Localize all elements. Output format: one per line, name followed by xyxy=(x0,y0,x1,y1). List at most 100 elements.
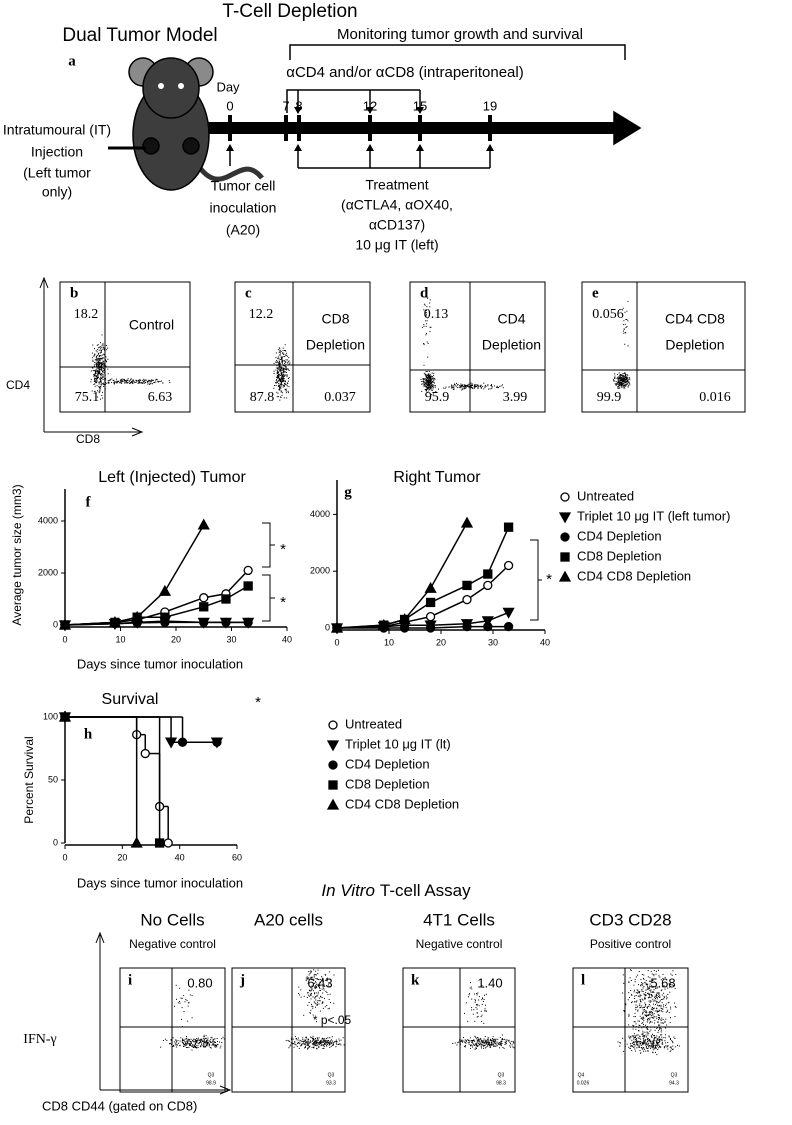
event-dot xyxy=(311,1003,312,1005)
event-dot xyxy=(310,987,312,989)
event-dot xyxy=(620,377,622,379)
event-dot xyxy=(661,1002,663,1004)
event-dot xyxy=(102,376,103,378)
event-dot xyxy=(283,380,285,381)
event-dot xyxy=(476,1045,478,1047)
event-dot xyxy=(311,985,313,987)
event-dot xyxy=(474,1044,476,1046)
event-dot xyxy=(434,377,436,379)
event-dot xyxy=(622,379,624,381)
event-dot xyxy=(286,397,288,399)
flow-plot xyxy=(409,281,546,413)
event-dot xyxy=(642,1012,644,1014)
event-dot xyxy=(111,378,113,380)
event-dot xyxy=(647,983,649,985)
event-dot xyxy=(101,363,102,365)
event-dot xyxy=(279,363,281,365)
event-dot xyxy=(642,1043,644,1045)
marker xyxy=(199,617,209,628)
event-dot xyxy=(635,1050,636,1052)
event-dot xyxy=(647,1050,649,1052)
event-dot xyxy=(281,376,283,378)
event-dot xyxy=(650,1008,652,1010)
event-dot xyxy=(642,1009,644,1011)
event-dot xyxy=(284,384,286,386)
event-dot xyxy=(193,1046,195,1048)
event-dot xyxy=(283,371,285,373)
event-dot xyxy=(96,385,98,387)
event-dot xyxy=(95,381,97,383)
flow-plot xyxy=(234,281,371,413)
event-dot xyxy=(662,1022,664,1024)
event-dot xyxy=(653,975,655,977)
event-dot xyxy=(101,363,103,365)
event-dot xyxy=(660,979,662,981)
event-dot xyxy=(664,976,666,978)
event-dot xyxy=(205,1045,206,1047)
event-dot xyxy=(656,1054,658,1056)
event-dot xyxy=(648,993,650,995)
event-dot xyxy=(424,385,426,387)
event-dot xyxy=(472,1042,474,1044)
event-dot xyxy=(312,1044,314,1046)
event-dot xyxy=(322,1041,324,1043)
event-dot xyxy=(277,362,279,364)
event-dot xyxy=(97,371,99,373)
event-dot xyxy=(153,382,155,384)
event-dot xyxy=(665,995,667,997)
event-dot xyxy=(284,366,286,368)
event-dot xyxy=(492,1040,494,1042)
event-dot xyxy=(630,1046,632,1047)
event-dot xyxy=(473,387,475,389)
event-dot xyxy=(179,1002,181,1004)
event-dot xyxy=(281,369,283,371)
event-dot xyxy=(651,994,653,996)
event-dot xyxy=(652,1033,653,1035)
event-dot xyxy=(496,385,498,387)
event-dot xyxy=(622,307,624,309)
event-dot xyxy=(103,349,105,351)
event-dot xyxy=(127,379,129,381)
gate-value: 98.9 xyxy=(206,1080,216,1086)
event-dot xyxy=(98,386,100,388)
event-dot xyxy=(649,1011,651,1013)
event-dot xyxy=(642,1030,644,1032)
event-dot xyxy=(430,383,432,385)
event-dot xyxy=(324,997,325,999)
event-dot xyxy=(431,384,433,386)
day-number: 15 xyxy=(413,98,427,113)
injection-text: only) xyxy=(42,184,72,200)
event-dot xyxy=(279,388,281,390)
event-dot xyxy=(162,382,164,384)
event-dot xyxy=(651,1046,653,1048)
event-dot xyxy=(642,1042,644,1044)
event-dot xyxy=(475,1043,477,1045)
event-dot xyxy=(644,998,646,1000)
event-dot xyxy=(313,1046,315,1048)
event-dot xyxy=(477,385,479,387)
event-dot xyxy=(467,1039,469,1041)
event-dot xyxy=(621,386,623,388)
event-dot xyxy=(650,986,652,988)
event-dot xyxy=(622,374,624,376)
event-dot xyxy=(96,358,98,360)
event-dot xyxy=(279,384,281,386)
event-dot xyxy=(316,1021,317,1023)
event-dot xyxy=(426,385,428,387)
event-dot xyxy=(102,361,104,363)
event-dot xyxy=(618,385,620,387)
event-dot xyxy=(661,1039,662,1041)
event-dot xyxy=(631,1039,633,1041)
event-dot xyxy=(216,1044,218,1046)
event-dot xyxy=(311,1037,313,1039)
event-dot xyxy=(99,368,101,370)
event-dot xyxy=(179,1001,180,1003)
event-dot xyxy=(317,983,319,985)
event-dot xyxy=(629,384,631,386)
event-dot xyxy=(188,1001,190,1003)
event-dot xyxy=(513,1047,515,1049)
event-dot xyxy=(207,1037,209,1039)
event-dot xyxy=(465,387,467,389)
event-dot xyxy=(635,1001,637,1003)
event-dot xyxy=(496,387,498,388)
